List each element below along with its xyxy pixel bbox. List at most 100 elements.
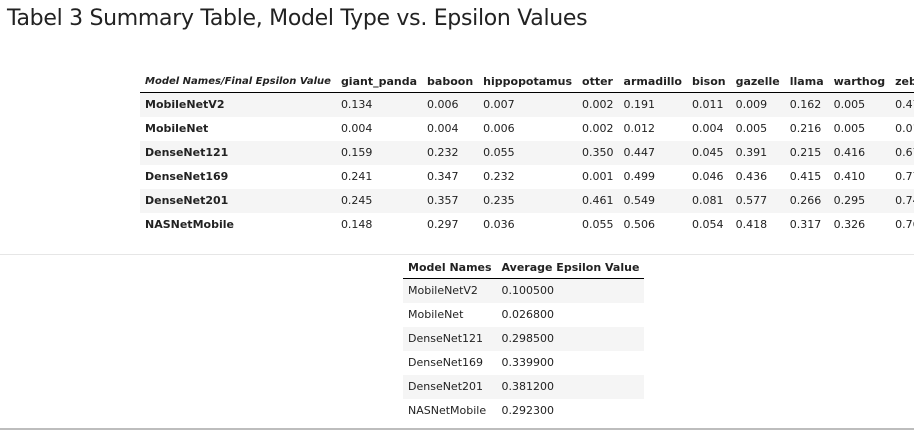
table-cell: 0.159 bbox=[340, 146, 373, 159]
column-header: giant_panda bbox=[335, 70, 423, 93]
table-cell: 0.012 bbox=[623, 122, 656, 135]
table-cell: 0.391 bbox=[735, 146, 768, 159]
table-cell: 0.011 bbox=[692, 98, 724, 112]
model-name-cell: MobileNetV2 bbox=[408, 284, 478, 298]
table-row: DenseNet169 0.339900 bbox=[403, 351, 644, 375]
table-row: DenseNet121 0.298500 bbox=[403, 326, 645, 351]
column-header: gazelle bbox=[730, 70, 785, 93]
table-row: DenseNet201 0.245 0.357 0.235 0.461 0.54… bbox=[140, 188, 914, 213]
table-cell: 0.350 bbox=[582, 146, 614, 159]
table-cell: 0.215 bbox=[789, 146, 822, 159]
table-cell: 0.036 bbox=[483, 218, 515, 231]
table-cell: 0.506 bbox=[623, 218, 656, 231]
table-cell: 0.295 bbox=[833, 194, 866, 207]
model-name-cell: NASNetMobile bbox=[408, 404, 487, 417]
table-cell: 0.447 bbox=[623, 146, 656, 159]
table-cell: 0.241 bbox=[340, 170, 373, 183]
table-cell: 0.001 bbox=[582, 170, 614, 183]
epsilon-table-header-row: Model Names/Final Epsilon Value giant_pa… bbox=[140, 70, 914, 93]
table-cell: 0.410 bbox=[833, 170, 866, 183]
table-cell: 0.549 bbox=[623, 194, 656, 207]
table-cell: 0.216 bbox=[789, 122, 822, 135]
table-cell: 0.006 bbox=[483, 122, 515, 135]
column-header: bison bbox=[687, 70, 731, 93]
table-cell: 0.675 bbox=[895, 146, 914, 159]
table-cell: 0.134 bbox=[340, 98, 373, 112]
table-cell: 0.499 bbox=[623, 170, 656, 183]
table-cell: 0.746 bbox=[895, 194, 914, 207]
table-cell: 0.081 bbox=[692, 194, 724, 207]
table-cell: 0.436 bbox=[735, 170, 768, 183]
average-table-header-row: Model Names Average Epsilon Value bbox=[403, 256, 645, 279]
table-cell: 0.235 bbox=[483, 194, 515, 207]
column-header: armadillo bbox=[618, 70, 687, 93]
table-cell: 0.055 bbox=[582, 218, 614, 231]
average-value-cell: 0.381200 bbox=[501, 380, 555, 393]
column-header: warthog bbox=[828, 70, 891, 93]
table-cell: 0.347 bbox=[427, 170, 459, 183]
table-cell: 0.357 bbox=[427, 194, 459, 207]
average-value-cell: 0.298500 bbox=[501, 332, 555, 345]
table-cell: 0.326 bbox=[833, 218, 866, 231]
bottom-divider bbox=[0, 428, 914, 430]
table-cell: 0.191 bbox=[623, 98, 656, 112]
table-row: DenseNet121 0.159 0.232 0.055 0.350 0.44… bbox=[140, 140, 914, 165]
table-cell: 0.232 bbox=[483, 170, 515, 183]
table-cell: 0.006 bbox=[427, 98, 459, 112]
model-name-cell: DenseNet201 bbox=[408, 380, 484, 393]
table-cell: 0.005 bbox=[735, 122, 768, 135]
row-header-model: DenseNet121 bbox=[145, 146, 229, 159]
table-cell: 0.415 bbox=[789, 170, 822, 183]
model-name-cell: DenseNet121 bbox=[408, 332, 484, 345]
average-value-cell: 0.339900 bbox=[501, 356, 555, 369]
table-cell: 0.007 bbox=[483, 98, 515, 112]
table-cell: 0.005 bbox=[833, 122, 866, 135]
table-row: NASNetMobile 0.148 0.297 0.036 0.055 0.5… bbox=[140, 213, 914, 237]
section-divider bbox=[0, 254, 914, 255]
table-cell: 0.297 bbox=[427, 218, 459, 231]
table-cell: 0.232 bbox=[427, 146, 459, 159]
column-header: Model Names bbox=[403, 256, 497, 279]
row-header-model: NASNetMobile bbox=[145, 218, 234, 231]
column-header: otter bbox=[577, 70, 619, 93]
table-cell: 0.005 bbox=[833, 98, 866, 112]
table-cell: 0.054 bbox=[692, 218, 724, 231]
epsilon-table-corner-header: Model Names/Final Epsilon Value bbox=[140, 70, 336, 93]
page-title: Tabel 3 Summary Table, Model Type vs. Ep… bbox=[7, 6, 588, 31]
table-cell: 0.162 bbox=[789, 98, 822, 112]
table-row: NASNetMobile 0.292300 bbox=[403, 399, 644, 423]
row-header-model: MobileNetV2 bbox=[145, 98, 225, 112]
table-row: DenseNet201 0.381200 bbox=[403, 374, 645, 399]
average-value-cell: 0.026800 bbox=[501, 308, 555, 321]
table-row: MobileNet 0.004 0.004 0.006 0.002 0.012 … bbox=[140, 117, 914, 141]
table-cell: 0.002 bbox=[582, 98, 614, 112]
model-name-cell: MobileNet bbox=[408, 308, 464, 321]
table-cell: 0.148 bbox=[340, 218, 373, 231]
table-cell: 0.577 bbox=[735, 194, 768, 207]
table-cell: 0.478 bbox=[895, 98, 914, 112]
table-row: MobileNet 0.026800 bbox=[403, 303, 644, 327]
column-header: baboon bbox=[422, 70, 479, 93]
column-header: Average Epsilon Value bbox=[496, 256, 645, 279]
table-cell: 0.002 bbox=[582, 122, 614, 135]
row-header-model: DenseNet201 bbox=[145, 194, 229, 207]
table-row: MobileNetV2 0.100500 bbox=[403, 278, 645, 303]
table-cell: 0.009 bbox=[735, 98, 768, 112]
table-row: MobileNetV2 0.134 0.006 0.007 0.002 0.19… bbox=[140, 92, 914, 117]
table-row: DenseNet169 0.241 0.347 0.232 0.001 0.49… bbox=[140, 165, 914, 189]
table-cell: 0.245 bbox=[340, 194, 373, 207]
table-cell: 0.772 bbox=[895, 170, 914, 183]
model-name-cell: DenseNet169 bbox=[408, 356, 484, 369]
epsilon-summary-table: Model Names/Final Epsilon Value giant_pa… bbox=[140, 70, 914, 237]
row-header-model: MobileNet bbox=[145, 122, 209, 135]
average-value-cell: 0.100500 bbox=[501, 284, 555, 298]
table-cell: 0.004 bbox=[692, 122, 724, 135]
average-value-cell: 0.292300 bbox=[501, 404, 555, 417]
table-cell: 0.418 bbox=[735, 218, 768, 231]
table-cell: 0.416 bbox=[833, 146, 866, 159]
column-header: llama bbox=[784, 70, 829, 93]
table-cell: 0.317 bbox=[789, 218, 822, 231]
table-cell: 0.461 bbox=[582, 194, 614, 207]
table-cell: 0.266 bbox=[789, 194, 822, 207]
table-cell: 0.010 bbox=[895, 122, 914, 135]
